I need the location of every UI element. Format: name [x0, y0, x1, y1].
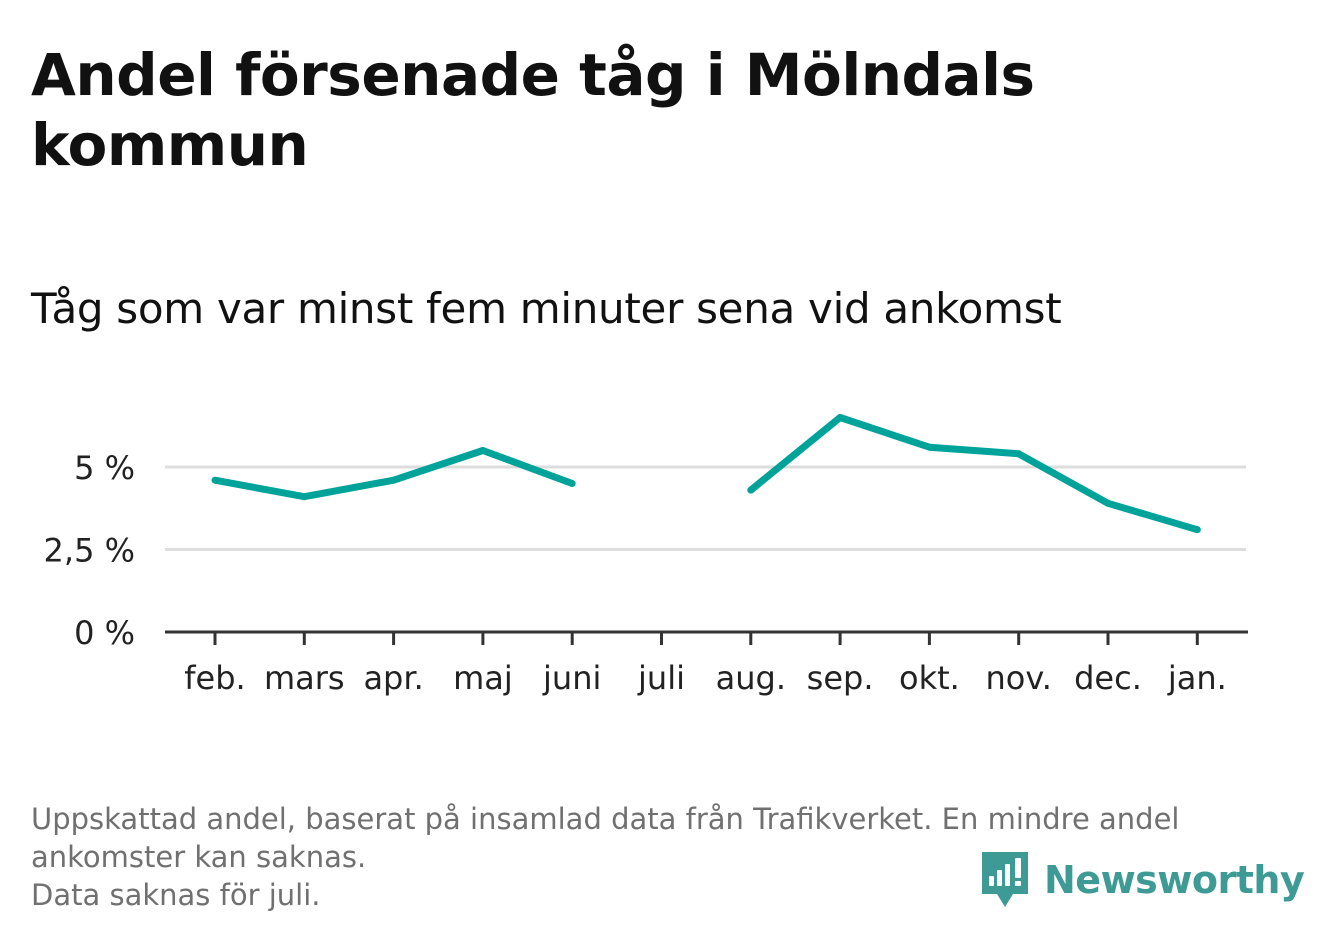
- footnote: Uppskattad andel, baserat på insamlad da…: [31, 800, 1281, 914]
- footnote-line-3: Data saknas för juli.: [31, 878, 321, 912]
- data-point: [925, 443, 933, 451]
- data-point: [747, 486, 755, 494]
- x-tick-label: okt.: [899, 659, 960, 697]
- y-tick-label: 0 %: [74, 614, 135, 652]
- brand-name: Newsworthy: [1044, 858, 1305, 902]
- x-tick-label: dec.: [1074, 659, 1142, 697]
- data-point: [300, 493, 308, 501]
- x-tick-label: juli: [637, 659, 685, 697]
- chart-subtitle: Tåg som var minst fem minuter sena vid a…: [31, 284, 1062, 333]
- data-point: [568, 480, 576, 487]
- x-tick-label: maj: [453, 659, 513, 697]
- line-chart: 0 % 2,5 % 5 % feb. mars apr. maj juni juli aug. se…: [44, 414, 1248, 697]
- brand-logo: Newsworthy: [980, 850, 1305, 910]
- x-tick-label: juni: [542, 659, 601, 697]
- data-point: [1015, 450, 1023, 458]
- y-tick-label: 2,5 %: [44, 532, 135, 570]
- data-point: [211, 476, 219, 484]
- footnote-line-1: Uppskattad andel, baserat på insamlad da…: [31, 802, 1180, 836]
- footnote-line-2: ankomster kan saknas.: [31, 840, 367, 874]
- series-line-segment: [214, 447, 574, 501]
- data-point: [390, 476, 398, 484]
- data-point: [836, 414, 844, 421]
- newsworthy-logo-icon: [982, 852, 1028, 907]
- data-point: [479, 447, 487, 454]
- x-tick-label: feb.: [184, 659, 245, 697]
- x-tick-label: sep.: [807, 659, 874, 697]
- x-tick-label: mars: [264, 659, 345, 697]
- chart-title: Andel försenade tåg i Mölndals kommun: [31, 41, 1035, 179]
- data-point: [1193, 526, 1201, 534]
- y-tick-label: 5 %: [74, 449, 135, 487]
- data-point: [1104, 499, 1112, 507]
- x-tick-label: nov.: [985, 659, 1051, 697]
- series-line-segment: [748, 414, 1199, 534]
- x-tick-label: apr.: [363, 659, 423, 697]
- x-tick-label: aug.: [716, 659, 786, 697]
- x-tick-label: jan.: [1167, 659, 1227, 697]
